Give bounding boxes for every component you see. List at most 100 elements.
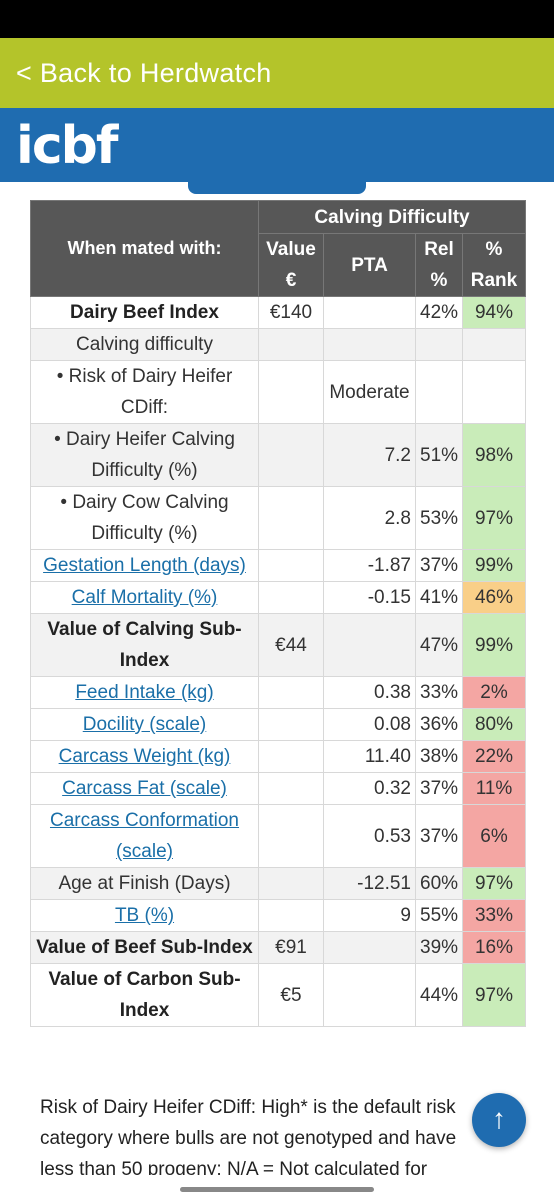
trait-link[interactable]: Carcass Conformation (scale)	[49, 810, 240, 862]
row-value	[258, 549, 324, 582]
back-to-herdwatch-link[interactable]: < Back to Herdwatch	[0, 38, 554, 108]
row-pta	[323, 328, 416, 361]
row-rel: 36%	[415, 708, 463, 741]
row-value	[258, 899, 324, 932]
row-value: €5	[258, 963, 324, 1027]
row-rel	[415, 360, 463, 424]
table-row: Dairy Beef Index €140 42% 94%	[30, 296, 526, 329]
row-label: Calving difficulty	[30, 328, 259, 361]
row-value: €91	[258, 931, 324, 964]
table-row: Carcass Weight (kg) 11.40 38% 22%	[30, 740, 526, 773]
row-rel	[415, 328, 463, 361]
table-row: • Dairy Heifer Calving Difficulty (%) 7.2…	[30, 423, 526, 487]
table-row: Value of Carbon Sub-Index €5 44% 97%	[30, 963, 526, 1027]
row-rel: 38%	[415, 740, 463, 773]
table-row: Value of Calving Sub-Index €44 47% 99%	[30, 613, 526, 677]
table-row: Docility (scale) 0.08 36% 80%	[30, 708, 526, 741]
row-rank	[462, 328, 526, 361]
row-value	[258, 360, 324, 424]
trait-link[interactable]: Calf Mortality (%)	[71, 587, 218, 608]
row-pta	[323, 963, 416, 1027]
row-pta: -0.15	[323, 581, 416, 614]
row-value	[258, 328, 324, 361]
row-label: Dairy Beef Index	[30, 296, 259, 329]
table-row: TB (%) 9 55% 33%	[30, 899, 526, 932]
row-value	[258, 772, 324, 805]
row-pta	[323, 931, 416, 964]
row-pta	[323, 613, 416, 677]
row-pta: -1.87	[323, 549, 416, 582]
row-rank: 97%	[462, 486, 526, 550]
row-rel: 51%	[415, 423, 463, 487]
row-rel: 39%	[415, 931, 463, 964]
row-rank	[462, 360, 526, 424]
header-rank: % Rank	[462, 233, 526, 297]
arrow-up-icon: ↑	[492, 1103, 506, 1134]
row-label: Age at Finish (Days)	[30, 867, 259, 900]
row-rank: 80%	[462, 708, 526, 741]
scroll-to-top-button[interactable]: ↑	[472, 1093, 526, 1147]
row-label: Value of Carbon Sub-Index	[30, 963, 259, 1027]
row-pta: 0.32	[323, 772, 416, 805]
row-pta	[323, 296, 416, 329]
row-value	[258, 740, 324, 773]
row-value: €140	[258, 296, 324, 329]
row-rel: 33%	[415, 676, 463, 709]
table-row: Age at Finish (Days) -12.51 60% 97%	[30, 867, 526, 900]
row-rank: 98%	[462, 423, 526, 487]
row-label: Carcass Fat (scale)	[30, 772, 259, 805]
row-rel: 37%	[415, 772, 463, 805]
row-rank: 99%	[462, 549, 526, 582]
row-rank: 6%	[462, 804, 526, 868]
trait-link[interactable]: Carcass Weight (kg)	[58, 746, 231, 767]
row-label: • Risk of Dairy Heifer CDiff:	[30, 360, 259, 424]
footnote: Risk of Dairy Heifer CDiff: High* is the…	[40, 1097, 457, 1180]
row-rel: 37%	[415, 549, 463, 582]
icbf-logo: icbf	[16, 116, 118, 176]
row-rank: 11%	[462, 772, 526, 805]
row-label: Value of Calving Sub-Index	[30, 613, 259, 677]
row-value	[258, 423, 324, 487]
row-rel: 42%	[415, 296, 463, 329]
app-header: icbf	[0, 108, 554, 182]
row-rel: 60%	[415, 867, 463, 900]
row-rank: 46%	[462, 581, 526, 614]
row-pta: 2.8	[323, 486, 416, 550]
trait-link[interactable]: Carcass Fat (scale)	[62, 778, 227, 799]
row-label: Docility (scale)	[30, 708, 259, 741]
row-value	[258, 708, 324, 741]
row-rel: 41%	[415, 581, 463, 614]
trait-link[interactable]: Gestation Length (days)	[43, 555, 246, 576]
gesture-bar	[0, 1175, 554, 1200]
table-row: Carcass Conformation (scale) 0.53 37% 6%	[30, 804, 526, 868]
row-rel: 55%	[415, 899, 463, 932]
row-rel: 47%	[415, 613, 463, 677]
proof-table: When mated with: Calving Difficulty Valu…	[30, 200, 526, 1027]
row-pta: 0.38	[323, 676, 416, 709]
row-label: • Dairy Cow Calving Difficulty (%)	[30, 486, 259, 550]
trait-link[interactable]: TB (%)	[114, 905, 175, 926]
table-row: Calving difficulty	[30, 328, 526, 361]
home-indicator	[180, 1187, 374, 1192]
row-pta: 0.53	[323, 804, 416, 868]
trait-link[interactable]: Feed Intake (kg)	[75, 682, 214, 703]
row-rank: 97%	[462, 963, 526, 1027]
row-rel: 44%	[415, 963, 463, 1027]
row-pta: 11.40	[323, 740, 416, 773]
table-row: Feed Intake (kg) 0.38 33% 2%	[30, 676, 526, 709]
header-rel: Rel %	[415, 233, 463, 297]
row-value	[258, 867, 324, 900]
row-label: Carcass Conformation (scale)	[30, 804, 259, 868]
header-value: Value €	[258, 233, 324, 297]
row-pta: Moderate	[323, 360, 416, 424]
trait-link[interactable]: Docility (scale)	[82, 714, 207, 735]
back-label: < Back to Herdwatch	[16, 57, 272, 88]
row-value	[258, 581, 324, 614]
row-label: • Dairy Heifer Calving Difficulty (%)	[30, 423, 259, 487]
row-value: €44	[258, 613, 324, 677]
row-value	[258, 804, 324, 868]
row-rank: 99%	[462, 613, 526, 677]
row-rank: 33%	[462, 899, 526, 932]
table-row: Gestation Length (days) -1.87 37% 99%	[30, 549, 526, 582]
row-rel: 37%	[415, 804, 463, 868]
